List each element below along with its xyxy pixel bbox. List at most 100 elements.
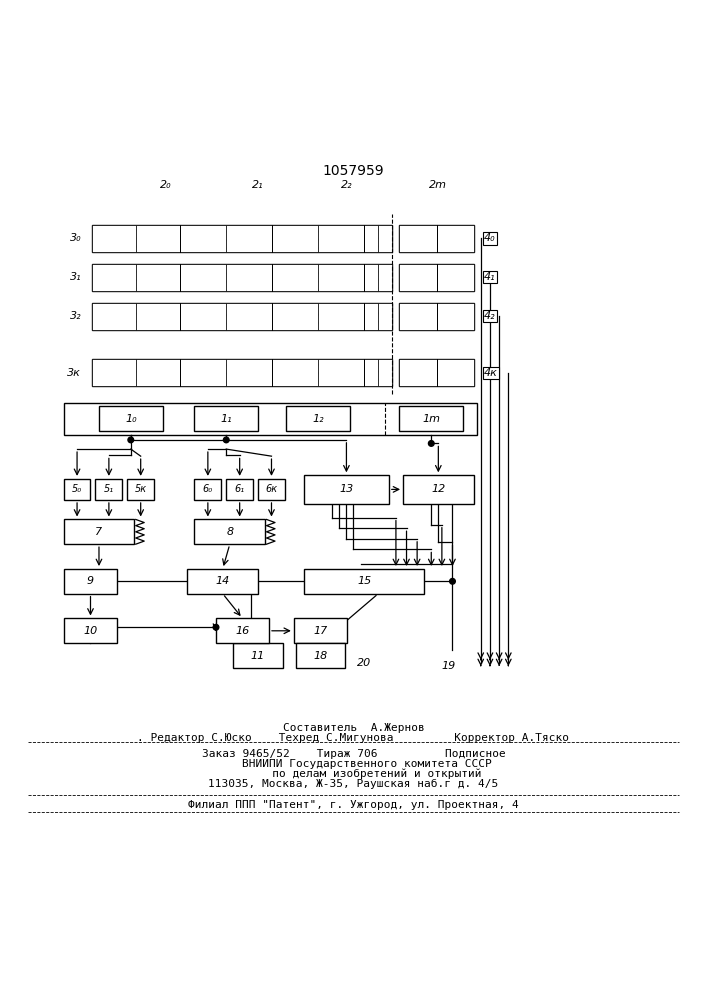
Text: 14: 14 [216, 576, 230, 586]
Text: 5₁: 5₁ [104, 484, 114, 494]
Text: 4₂: 4₂ [484, 311, 496, 321]
Bar [226, 225, 272, 252]
Bar [92, 359, 136, 386]
Text: 2₁: 2₁ [252, 180, 264, 190]
Text: 8: 8 [226, 527, 233, 537]
Bar [226, 264, 272, 291]
Bar [92, 303, 136, 330]
Bar [64, 519, 134, 544]
Text: 1₁: 1₁ [221, 414, 232, 424]
Bar [318, 264, 364, 291]
Bar [399, 406, 463, 431]
Bar [136, 303, 180, 330]
Text: 4к: 4к [484, 368, 498, 378]
Bar [378, 303, 392, 330]
Text: 13: 13 [339, 484, 354, 494]
Bar [286, 406, 350, 431]
Bar [180, 359, 226, 386]
Bar [378, 225, 392, 252]
Text: 2₀: 2₀ [160, 180, 172, 190]
Bar [272, 359, 318, 386]
Text: 3₁: 3₁ [70, 272, 81, 282]
Bar [92, 359, 392, 386]
Bar [399, 264, 474, 291]
Bar [92, 225, 392, 252]
Text: 2m: 2m [429, 180, 448, 190]
Bar [136, 225, 180, 252]
Text: 1057959: 1057959 [322, 164, 385, 178]
Bar [296, 643, 345, 668]
Bar [180, 225, 226, 252]
Bar [364, 225, 378, 252]
Bar [399, 264, 474, 291]
Text: ВНИИПИ Государственного комитета СССР: ВНИИПИ Государственного комитета СССР [215, 759, 492, 769]
Text: 20: 20 [357, 658, 371, 668]
Circle shape [223, 437, 229, 443]
Bar [64, 569, 117, 594]
Bar [92, 359, 136, 386]
Bar [99, 406, 163, 431]
Circle shape [450, 578, 455, 584]
Bar [194, 519, 265, 544]
Text: 4₁: 4₁ [484, 272, 496, 282]
Text: 12: 12 [431, 484, 445, 494]
Text: по делам изобретений и открытий: по делам изобретений и открытий [226, 768, 481, 779]
Circle shape [128, 437, 134, 443]
Text: 10: 10 [83, 626, 98, 636]
Bar [294, 618, 346, 643]
Bar [92, 303, 392, 330]
Bar [194, 479, 221, 500]
Bar [399, 225, 474, 252]
Bar [92, 264, 392, 291]
Bar [216, 618, 269, 643]
Bar [180, 359, 226, 386]
Bar [378, 264, 392, 291]
Bar [64, 479, 90, 500]
Bar [272, 303, 318, 330]
Bar [194, 406, 258, 431]
Bar [226, 479, 253, 500]
Bar [180, 264, 226, 291]
Bar [187, 569, 258, 594]
Bar [180, 303, 226, 330]
Bar [364, 264, 378, 291]
Text: 19: 19 [442, 661, 456, 671]
Bar [399, 225, 436, 252]
Bar [436, 264, 474, 291]
Bar [92, 264, 136, 291]
Bar [226, 359, 272, 386]
Text: 1₀: 1₀ [125, 414, 136, 424]
Bar [127, 479, 154, 500]
Bar [226, 303, 272, 330]
Bar [95, 479, 122, 500]
Text: 15: 15 [357, 576, 371, 586]
Bar [92, 264, 392, 291]
Bar [180, 225, 226, 252]
Bar [92, 225, 392, 252]
Bar [399, 264, 436, 291]
Text: 3₀: 3₀ [70, 233, 81, 243]
Bar [272, 264, 318, 291]
Bar [399, 225, 436, 252]
Bar [399, 303, 436, 330]
Text: 6к: 6к [265, 484, 278, 494]
Bar [272, 359, 318, 386]
Bar [64, 403, 477, 435]
Bar [272, 225, 318, 252]
Text: Составитель  А.Жернов: Составитель А.Жернов [283, 723, 424, 733]
Bar [318, 303, 364, 330]
Bar [233, 643, 283, 668]
Bar [399, 359, 474, 386]
Text: 5к: 5к [134, 484, 147, 494]
Bar [272, 264, 318, 291]
Bar [399, 359, 436, 386]
Bar [318, 225, 364, 252]
Text: 3₂: 3₂ [70, 311, 81, 321]
Bar [92, 303, 136, 330]
Text: 1m: 1m [422, 414, 440, 424]
Circle shape [428, 441, 434, 446]
Bar [272, 225, 318, 252]
Text: 7: 7 [95, 527, 103, 537]
Bar [378, 359, 392, 386]
Bar [364, 264, 378, 291]
